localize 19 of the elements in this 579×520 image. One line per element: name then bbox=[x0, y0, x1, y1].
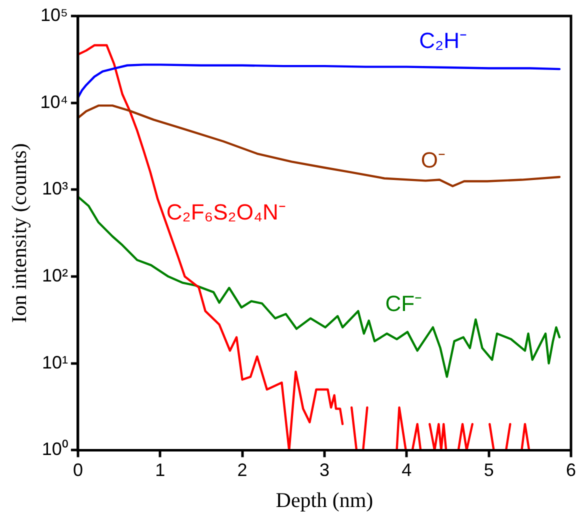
series-label: C₂H⁻ bbox=[419, 28, 466, 54]
y-tick-label: 10³ bbox=[42, 178, 68, 199]
x-tick-label: 4 bbox=[402, 460, 412, 480]
y-tick-label: 10⁵ bbox=[40, 4, 68, 25]
x-tick-label: 3 bbox=[319, 460, 330, 480]
series-label: CF⁻ bbox=[385, 290, 422, 316]
x-tick-label: 1 bbox=[155, 460, 166, 480]
x-tick-label: 5 bbox=[484, 460, 494, 480]
y-axis-title: Ion intensity (counts) bbox=[7, 143, 32, 323]
x-tick-label: 2 bbox=[237, 460, 248, 480]
y-tick-label: 10¹ bbox=[42, 352, 68, 372]
y-tick-label: 10⁴ bbox=[40, 92, 68, 112]
x-tick-label: 0 bbox=[72, 460, 83, 480]
series-label: C₂F₆S₂O₄N⁻ bbox=[166, 200, 286, 225]
y-tick-label: 10² bbox=[42, 265, 68, 286]
y-tick-label: 10⁰ bbox=[42, 439, 68, 460]
x-axis-title: Depth (nm) bbox=[276, 488, 374, 512]
x-tick-label: 6 bbox=[566, 460, 576, 480]
series-label: O⁻ bbox=[420, 148, 446, 173]
